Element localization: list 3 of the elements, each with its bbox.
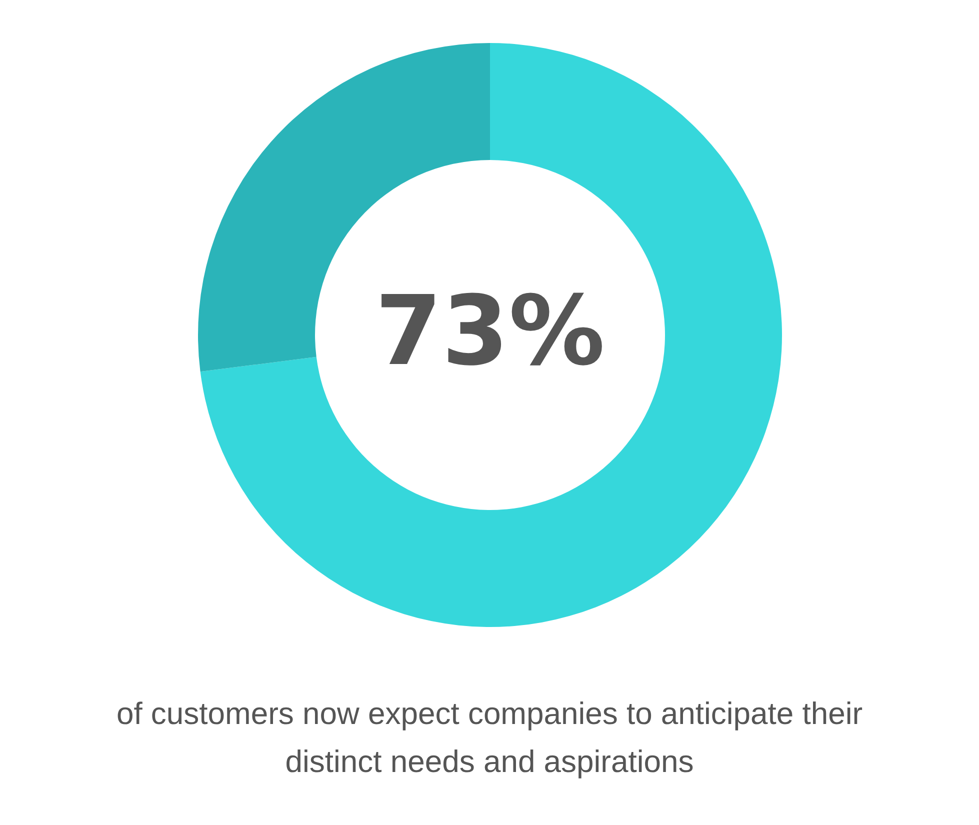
text: of customers now expect companies to anticipate their distinct needs and aspirations xyxy=(116,696,863,779)
data-label: 73% xyxy=(375,275,605,387)
donut-slice xyxy=(200,43,782,627)
